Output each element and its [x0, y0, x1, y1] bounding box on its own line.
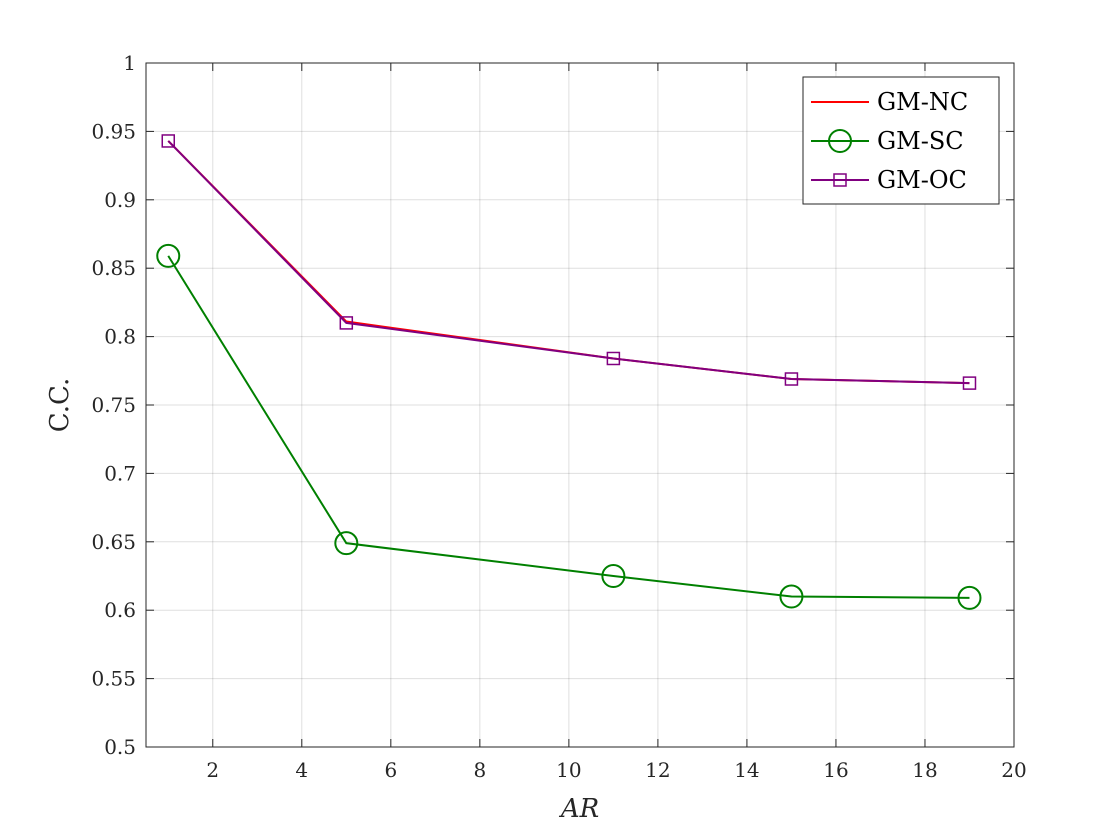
- y-tick-label: 0.65: [91, 530, 136, 554]
- legend-label-gm-oc: GM-OC: [877, 166, 967, 194]
- data-point-gm-oc: [161, 134, 176, 148]
- y-tick-label: 0.9: [104, 188, 136, 212]
- x-tick-label: 12: [645, 758, 670, 782]
- data-point-gm-sc: [334, 531, 359, 556]
- data-point-gm-oc: [606, 351, 621, 366]
- x-tick-label: 14: [734, 758, 759, 782]
- x-axis-title: AR: [559, 794, 599, 824]
- x-axis-ticks: 2 4 6 8 10 12 14 16 18 20: [206, 63, 1027, 782]
- data-point-gm-sc: [779, 584, 804, 609]
- x-tick-label: 16: [823, 758, 848, 782]
- data-point-gm-sc: [601, 564, 626, 588]
- series-layer: [156, 134, 982, 610]
- legend: GM-NC GM-SC GM-OC: [802, 76, 1000, 205]
- y-axis-title: C.C.: [45, 378, 75, 432]
- data-point-gm-oc: [339, 316, 354, 330]
- y-tick-label: 0.8: [104, 325, 136, 349]
- y-tick-label: 0.5: [104, 735, 136, 759]
- x-tick-label: 10: [556, 758, 581, 782]
- series-line-gm-sc: [167, 255, 970, 599]
- series-line-gm-oc: [167, 140, 970, 385]
- y-tick-label: 0.95: [91, 119, 136, 143]
- y-tick-label: 0.6: [104, 598, 136, 622]
- y-tick-label: 0.55: [91, 667, 136, 691]
- x-tick-label: 2: [206, 758, 219, 782]
- y-axis-ticks: 0.5 0.55 0.6 0.65 0.7 0.75 0.8 0.85 0.9 0.95 1: [91, 51, 1014, 759]
- y-tick-label: 0.75: [91, 393, 136, 417]
- series-gm-oc: [161, 134, 977, 390]
- legend-marker-gm-sc: [828, 129, 852, 153]
- data-point-gm-sc: [156, 243, 181, 268]
- x-tick-label: 18: [912, 758, 937, 782]
- x-tick-label: 6: [384, 758, 397, 782]
- data-point-gm-oc: [962, 376, 977, 390]
- legend-label-gm-nc: GM-NC: [877, 88, 968, 116]
- legend-label-gm-sc: GM-SC: [877, 127, 964, 155]
- y-tick-label: 1: [123, 51, 136, 75]
- data-point-gm-oc: [784, 372, 799, 386]
- legend-marker-gm-oc: [833, 173, 847, 187]
- series-gm-sc: [156, 243, 982, 610]
- x-tick-label: 20: [1001, 758, 1026, 782]
- data-point-gm-sc: [957, 585, 982, 610]
- y-tick-label: 0.85: [91, 256, 136, 280]
- x-tick-label: 8: [473, 758, 486, 782]
- y-tick-label: 0.7: [104, 461, 136, 485]
- x-tick-label: 4: [295, 758, 308, 782]
